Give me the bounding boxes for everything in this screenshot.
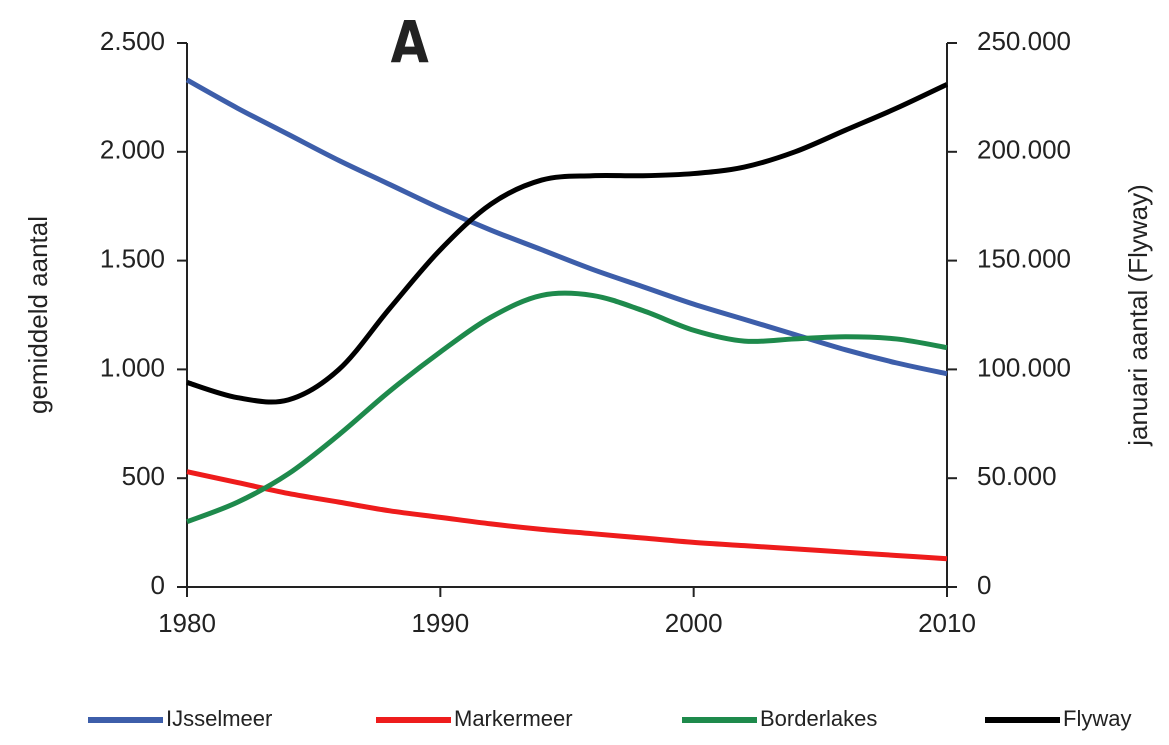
legend-label: IJsselmeer: [166, 706, 272, 731]
y-tick-label: 1.000: [100, 352, 165, 382]
series-line: [186, 290, 948, 525]
y2-tick-label: 0: [977, 570, 991, 600]
y2-tick-label: 100.000: [977, 352, 1071, 382]
y-tick-label: 2.000: [100, 135, 165, 165]
y2-tick-label: 50.000: [977, 461, 1057, 491]
legend-label: Markermeer: [454, 706, 573, 731]
y2-tick-label: 150.000: [977, 243, 1071, 273]
y-tick-label: 0: [151, 570, 165, 600]
y2-axis-label: januari aantal (Flyway): [1123, 184, 1153, 447]
x-tick-label: 2010: [918, 608, 976, 638]
series-line: [186, 82, 949, 405]
y-tick-label: 500: [122, 461, 165, 491]
y2-tick-label: 200.000: [977, 135, 1071, 165]
legend-label: Borderlakes: [760, 706, 877, 731]
y-tick-label: 2.500: [100, 26, 165, 56]
x-tick-label: 1980: [158, 608, 216, 638]
chart-title: A: [391, 8, 429, 76]
series-line: [185, 77, 948, 377]
x-tick-label: 2000: [665, 608, 723, 638]
y-tick-label: 1.500: [100, 243, 165, 273]
legend-label: Flyway: [1063, 706, 1131, 731]
y-axis-label: gemiddeld aantal: [23, 216, 53, 414]
x-tick-label: 1990: [411, 608, 469, 638]
y2-tick-label: 250.000: [977, 26, 1071, 56]
series-line: [186, 469, 948, 562]
